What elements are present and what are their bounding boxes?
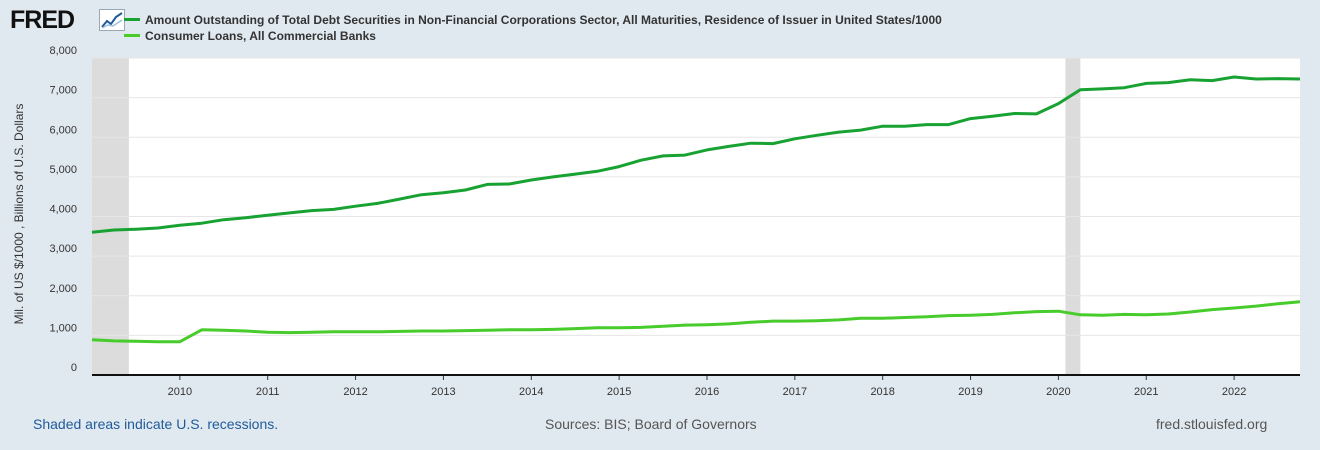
x-tick-label: 2012 xyxy=(343,386,367,398)
x-tick-label: 2016 xyxy=(695,386,719,398)
y-tick-label: 8,000 xyxy=(49,45,77,57)
legend-swatch-series-2 xyxy=(124,34,140,38)
x-tick-label: 2021 xyxy=(1134,386,1158,398)
x-tick-label: 2010 xyxy=(168,386,192,398)
legend-swatch-series-1 xyxy=(124,18,140,22)
x-tick-label: 2022 xyxy=(1222,386,1246,398)
x-tick-label: 2015 xyxy=(607,386,631,398)
x-tick-label: 2020 xyxy=(1046,386,1070,398)
site-link[interactable]: fred.stlouisfed.org xyxy=(1156,416,1268,432)
y-tick-label: 6,000 xyxy=(49,124,77,136)
y-tick-label: 2,000 xyxy=(49,283,77,295)
x-tick-label: 2013 xyxy=(431,386,455,398)
x-tick-label: 2018 xyxy=(870,386,894,398)
sources-text: Sources: BIS; Board of Governors xyxy=(545,416,757,432)
y-tick-label: 4,000 xyxy=(49,204,77,216)
x-tick-label: 2011 xyxy=(256,386,280,398)
legend-item-series-1[interactable]: Amount Outstanding of Total Debt Securit… xyxy=(124,13,942,27)
y-tick-label: 0 xyxy=(71,362,77,374)
legend-label-series-1: Amount Outstanding of Total Debt Securit… xyxy=(145,13,942,27)
x-tick-label: 2014 xyxy=(519,386,543,398)
y-tick-label: 3,000 xyxy=(49,243,77,255)
fred-logo-text: FRED xyxy=(10,6,75,34)
recession-note: Shaded areas indicate U.S. recessions. xyxy=(33,416,279,432)
legend-label-series-2: Consumer Loans, All Commercial Banks xyxy=(145,29,376,43)
x-tick-label: 2017 xyxy=(783,386,807,398)
x-tick-label: 2019 xyxy=(958,386,982,398)
series-line-2 xyxy=(91,300,1301,344)
series-line-1 xyxy=(91,75,1301,234)
legend-item-series-2[interactable]: Consumer Loans, All Commercial Banks xyxy=(124,29,376,43)
y-tick-label: 5,000 xyxy=(49,164,77,176)
y-tick-label: 7,000 xyxy=(49,85,77,97)
y-tick-label: 1,000 xyxy=(49,322,77,334)
